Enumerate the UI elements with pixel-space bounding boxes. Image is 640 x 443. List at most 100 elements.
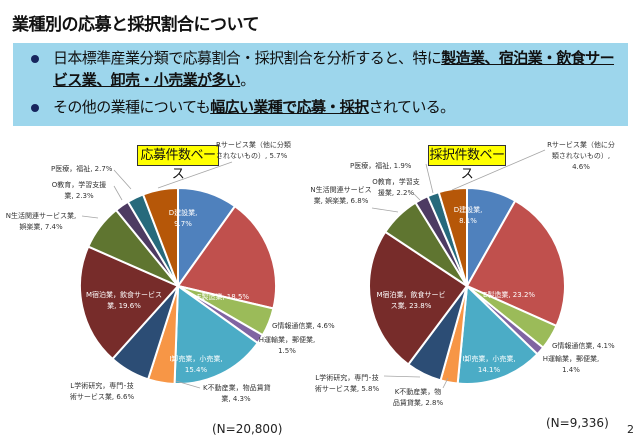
data-label-line: D建設業, [453, 206, 483, 214]
page-number: 2 [627, 423, 634, 436]
pie-slice-r [141, 186, 179, 287]
data-label-line: O教育，学習支援 [51, 181, 107, 189]
bullet-text: その他の業種についても [53, 98, 211, 116]
data-label-p: P医療，福祉, 1.9% [350, 161, 411, 172]
data-label-line: I卸売業，小売業, [169, 355, 223, 363]
leader-line [157, 161, 233, 189]
data-label-k: K不動産業，物 品賃貸業, 2.8% [387, 387, 449, 409]
data-label-d: D建設業, 9.7% [158, 208, 208, 230]
data-label-line: 14.1% [477, 366, 501, 374]
bullet-text: されている。 [368, 98, 456, 116]
data-label-h: H運輸業，郵便業, 1.5% [257, 335, 317, 357]
pie-slice-i [456, 283, 539, 385]
data-label-line: 1.5% [278, 347, 296, 355]
chart-title-adoptions: 採択件数ベース [428, 145, 506, 182]
data-label-line: K不動産業，物品賃貸 [203, 384, 271, 392]
data-label-line: G情報通信業, 4.1% [552, 342, 615, 350]
summary-bullet-1: 日本標準産業分類で応募割合・採択割合を分析すると、特に製造業、宿泊業・飲食サービ… [31, 47, 621, 91]
leader-line [451, 149, 546, 191]
bullet-text: 日本標準産業分類で応募割合・採択割合を分析すると、特に [53, 49, 442, 67]
data-label-i: I卸売業，小売業, 14.1% [459, 354, 519, 376]
data-label-line: Rサービス業（他に分 [547, 141, 615, 149]
data-label-line: 1.4% [562, 366, 580, 374]
summary-box: 日本標準産業分類で応募割合・採択割合を分析すると、特に製造業、宿泊業・飲食サービ… [13, 43, 628, 126]
leader-line [425, 163, 434, 194]
pie-slice-r [437, 186, 468, 287]
data-label-line: M宿泊業，飲食サービス [85, 291, 163, 299]
data-label-line: 8.1% [459, 217, 477, 225]
data-label-line: されないもの）, 5.7% [216, 152, 288, 160]
data-label-line: 業, 19.6% [107, 302, 141, 310]
data-label-line: P医療，福祉, 2.7% [51, 165, 113, 173]
bullet-dot-icon [31, 104, 39, 112]
data-label-line: I卸売業，小売業, [462, 355, 516, 363]
data-label-line: H運輸業，郵便業, [542, 355, 600, 363]
pie-slice-e [465, 199, 566, 328]
summary-bullet-2: その他の業種についても幅広い業種で応募・採択されている。 [31, 96, 621, 118]
leader-line [442, 377, 449, 389]
data-label-line: 娯楽業, 7.4% [19, 223, 63, 231]
data-label-line: 類されないもの）, [551, 152, 611, 160]
pie-slice-m [368, 230, 469, 366]
leader-line [371, 207, 399, 213]
data-label-e: E製造業, 23.2% [474, 290, 544, 301]
pie-slice-e [176, 204, 277, 310]
data-label-line: P医療，福祉, 1.9% [350, 162, 412, 170]
chart-title-applications: 応募件数ベース [137, 145, 219, 182]
data-label-p: P医療，福祉, 2.7% [51, 164, 112, 175]
data-label-o: O教育，学習支 援業, 2.2% [366, 177, 426, 199]
data-label-line: L学術研究，専門･技 [70, 382, 134, 390]
data-label-line: 業, 4.3% [221, 395, 251, 403]
data-label-m: M宿泊業，飲食サービス 業, 19.6% [80, 290, 168, 312]
data-label-e: E製造業, 18.5% [188, 292, 258, 303]
data-label-n: N生活関連サービス 業, 娯楽業, 6.8% [305, 185, 377, 207]
data-label-m: M宿泊業，飲食サービ ス業, 23.8% [370, 290, 452, 312]
data-label-g: G情報通信業, 4.6% [272, 321, 335, 332]
bullet-emphasis: 製造業、宿泊業・飲食サービス業、卸売・小売業が多い [53, 49, 615, 89]
data-label-h: H運輸業，郵便業, 1.4% [541, 354, 601, 376]
data-label-line: 9.7% [174, 220, 192, 228]
data-label-line: N生活関連サービス [310, 186, 372, 194]
page-title: 業種別の応募と採択割合について [12, 15, 260, 35]
data-label-line: 業, 2.3% [64, 192, 94, 200]
bullet-text: 。 [240, 71, 255, 89]
leader-line [175, 380, 201, 389]
n-count-adoptions: (N=9,336) [546, 416, 609, 430]
data-label-line: 品賃貸業, 2.8% [392, 399, 444, 407]
data-label-line: N生活関連サービス業, [5, 212, 77, 220]
data-label-line: Rサービス業（他に分類 [216, 141, 291, 149]
data-label-line: E製造業, 23.2% [482, 291, 536, 299]
data-label-line: 術サービス業, 5.8% [314, 385, 380, 393]
data-label-l: L学術研究，専門･技 術サービス業, 5.8% [311, 373, 383, 395]
data-label-i: I卸売業，小売業, 15.4% [166, 354, 226, 376]
data-label-line: H運輸業，郵便業, [258, 336, 316, 344]
data-label-g: G情報通信業, 4.1% [552, 341, 615, 352]
data-label-line: 業, 娯楽業, 6.8% [313, 197, 369, 205]
pie-adoptions [368, 186, 566, 385]
data-label-l: L学術研究，専門･技 術サービス業, 6.6% [66, 381, 138, 403]
pie-slice-m [79, 245, 180, 361]
pie-applications [79, 186, 277, 385]
data-label-line: E製造業, 18.5% [196, 293, 250, 301]
leader-line [113, 185, 123, 201]
data-label-r: Rサービス業（他に分類 されないもの）, 5.7% [216, 140, 291, 162]
data-label-line: G情報通信業, 4.6% [272, 322, 335, 330]
data-label-line: M宿泊業，飲食サービ [376, 291, 446, 299]
data-label-r: Rサービス業（他に分 類されないもの）, 4.6% [546, 140, 616, 173]
data-label-n: N生活関連サービス業, 娯楽業, 7.4% [2, 211, 80, 233]
data-label-line: 援業, 2.2% [377, 189, 415, 197]
data-label-line: K不動産業，物 [394, 388, 442, 396]
data-label-line: ス業, 23.8% [390, 302, 432, 310]
leader-line [413, 193, 421, 201]
leader-line [81, 215, 99, 219]
data-label-line: D建設業, [168, 209, 198, 217]
leader-line [383, 375, 421, 378]
n-count-applications: (N=20,800) [212, 422, 283, 436]
data-label-d: D建設業, 8.1% [447, 205, 489, 227]
leader-line [113, 169, 132, 190]
data-label-line: 術サービス業, 6.6% [69, 393, 135, 401]
bullet-emphasis: 幅広い業種で応募・採択 [210, 98, 369, 116]
data-label-k: K不動産業，物品賃貸 業, 4.3% [203, 383, 271, 405]
pie-slice-i [173, 284, 260, 385]
data-label-o: O教育，学習支援 業, 2.3% [44, 180, 114, 202]
